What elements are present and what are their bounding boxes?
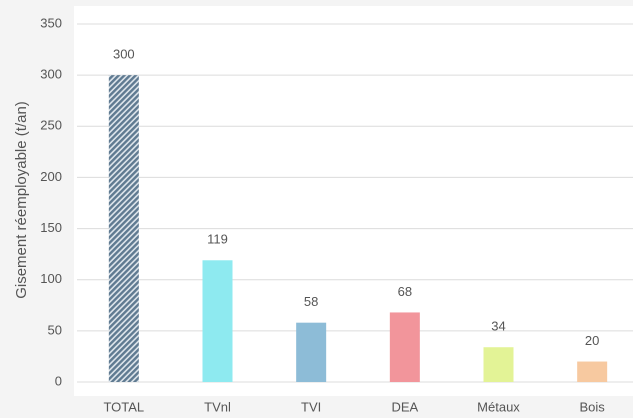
plot-area [74, 6, 633, 396]
x-tick-label: DEA [391, 399, 418, 414]
y-tick-label: 50 [48, 322, 62, 337]
y-axis-label: Gisement réemployable (t/an) [13, 101, 30, 299]
data-label: 58 [304, 294, 318, 309]
y-tick-label: 300 [40, 67, 62, 82]
y-tick-label: 350 [40, 15, 62, 30]
x-tick-label: TVI [301, 399, 321, 414]
x-tick-label: Bois [580, 399, 606, 414]
y-tick-label: 200 [40, 169, 62, 184]
bar [296, 322, 327, 382]
data-label: 68 [398, 284, 412, 299]
y-tick-label: 250 [40, 118, 62, 133]
bar [202, 260, 233, 382]
bar [389, 312, 420, 382]
x-tick-label: TVnl [204, 399, 231, 414]
bar [483, 347, 514, 382]
y-tick-label: 0 [55, 373, 62, 388]
y-tick-label: 150 [40, 220, 62, 235]
data-label: 119 [207, 232, 228, 247]
x-tick-label: TOTAL [103, 399, 144, 414]
data-label: 34 [491, 319, 505, 334]
data-label: 20 [585, 333, 599, 348]
x-tick-label: Métaux [477, 399, 520, 414]
bar [577, 361, 608, 382]
y-tick-label: 100 [40, 271, 62, 286]
bar [108, 75, 139, 383]
data-label: 300 [113, 47, 135, 62]
